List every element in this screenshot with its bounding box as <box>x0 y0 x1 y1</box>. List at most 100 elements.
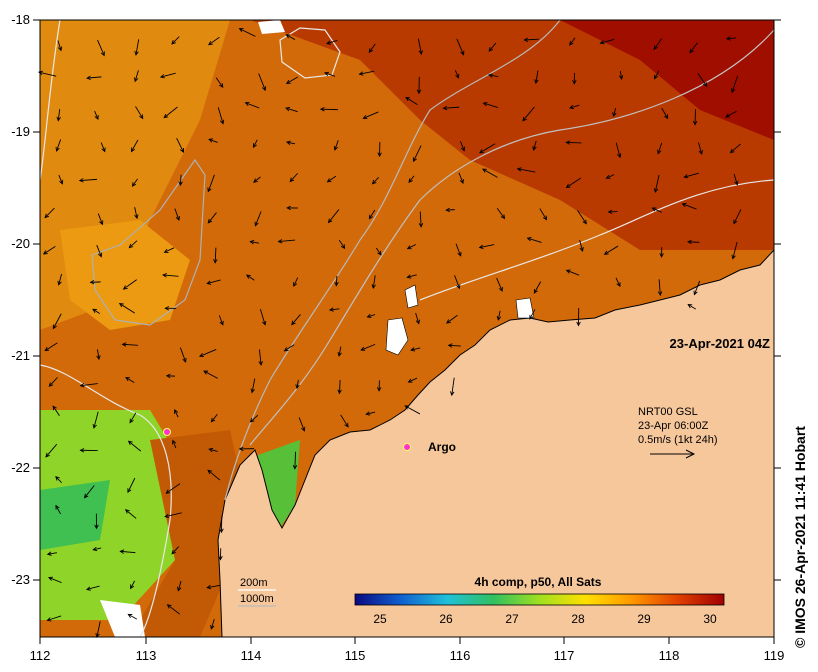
current-arrow <box>55 476 62 483</box>
current-arrowhead <box>52 324 57 330</box>
contour-sw <box>40 364 172 637</box>
current-arrowhead <box>542 215 548 221</box>
cloud-mask-island <box>385 317 409 356</box>
current-arrowhead <box>283 347 289 352</box>
current-arrowhead <box>285 79 291 84</box>
current-arrowhead <box>203 370 209 375</box>
current-arrowhead <box>127 488 132 494</box>
current-arrow <box>86 585 100 590</box>
current-arrow <box>417 38 422 55</box>
current-arrowhead <box>618 75 624 80</box>
lat-tick-label: -23 <box>11 572 30 587</box>
current-arrowhead <box>258 360 263 366</box>
current-arrow <box>171 546 180 555</box>
current-arrow <box>613 108 617 117</box>
current-arrowhead <box>121 342 127 347</box>
current-arrowhead <box>219 83 224 88</box>
current-arrowhead <box>657 149 662 155</box>
current-arrowhead <box>179 148 184 153</box>
current-arrowhead <box>337 351 342 357</box>
current-arrow <box>566 269 580 276</box>
current-arrowhead <box>333 145 339 151</box>
colorbar-strip <box>354 593 725 606</box>
current-arrowhead <box>488 73 493 78</box>
current-arrow <box>460 141 465 151</box>
current-arrowhead <box>651 207 657 212</box>
current-arrow <box>533 140 537 151</box>
current-arrowhead <box>46 551 52 556</box>
current-arrow <box>47 615 62 621</box>
current-arrow <box>253 139 258 148</box>
colorbar-tick: 29 <box>637 612 651 626</box>
current-arrowhead <box>410 347 416 352</box>
contour-200m <box>249 29 774 446</box>
current-arrowhead <box>522 116 527 122</box>
current-arrowhead <box>455 73 460 79</box>
colorbar: 4h comp, p50, All Sats 25 26 27 28 29 30 <box>354 575 725 626</box>
current-arrowhead <box>731 88 736 94</box>
current-arrowhead <box>128 243 134 249</box>
cloud-mask-north <box>258 20 285 34</box>
current-arrow <box>179 347 187 363</box>
current-arrowhead <box>689 48 694 54</box>
current-arrowhead <box>56 116 61 122</box>
current-arrowhead <box>702 82 708 87</box>
current-arrow <box>285 107 298 113</box>
current-arrowhead <box>565 269 571 274</box>
current-arrow <box>80 383 98 387</box>
current-arrowhead <box>286 205 291 211</box>
current-arrow <box>654 70 660 79</box>
current-arrowhead <box>101 147 106 153</box>
current-arrow <box>165 512 182 518</box>
current-arrow <box>47 552 58 555</box>
current-arrowhead <box>277 239 283 244</box>
current-arrowhead <box>405 96 411 102</box>
argo-float-marker <box>163 428 171 436</box>
current-arrowhead <box>285 106 291 112</box>
current-arrowhead <box>219 119 225 125</box>
current-arrowhead <box>460 50 465 56</box>
current-arrow <box>606 174 615 179</box>
current-arrow <box>217 107 224 124</box>
current-arrowhead <box>366 313 372 319</box>
cloud-mask-east <box>515 297 535 319</box>
current-arrowhead <box>653 188 659 194</box>
current-arrowhead <box>289 177 295 183</box>
current-arrowhead <box>340 244 346 250</box>
current-arrowhead <box>94 524 99 530</box>
current-arrow <box>127 477 136 493</box>
current-arrow <box>239 28 256 37</box>
current-arrowhead <box>44 346 50 352</box>
lat-tick-label: -18 <box>11 12 30 27</box>
current-arrowhead <box>362 114 368 120</box>
current-arrowhead <box>92 423 97 429</box>
current-arrow <box>733 209 742 224</box>
current-arrow <box>661 107 669 119</box>
current-arrowhead <box>210 624 215 630</box>
current-arrow <box>652 207 662 213</box>
current-arrowhead <box>85 586 91 591</box>
current-arrowhead <box>219 528 224 534</box>
current-arrow <box>296 379 299 389</box>
current-arrowhead <box>418 50 423 56</box>
map-timestamp: 23-Apr-2021 04Z <box>670 336 770 351</box>
current-arrow <box>215 77 224 88</box>
current-arrowhead <box>653 45 658 51</box>
lat-tick-label: -22 <box>11 460 30 475</box>
current-arrow <box>55 505 61 515</box>
current-arrowhead <box>100 51 105 57</box>
current-arrowhead <box>360 346 366 351</box>
current-arrow <box>245 102 260 109</box>
current-arrowhead <box>406 274 412 279</box>
current-arrow <box>693 280 701 295</box>
colorbar-tick: 30 <box>703 612 717 626</box>
current-arrow <box>369 209 376 219</box>
current-arrowhead <box>92 546 98 552</box>
current-arrow <box>210 618 215 630</box>
current-arrowhead <box>605 174 611 179</box>
current-arrow <box>569 37 576 46</box>
current-arrow <box>207 469 221 481</box>
current-arrowhead <box>447 343 453 348</box>
contour-1000-label: 1000m <box>240 593 274 605</box>
current-arrowhead <box>498 286 503 292</box>
